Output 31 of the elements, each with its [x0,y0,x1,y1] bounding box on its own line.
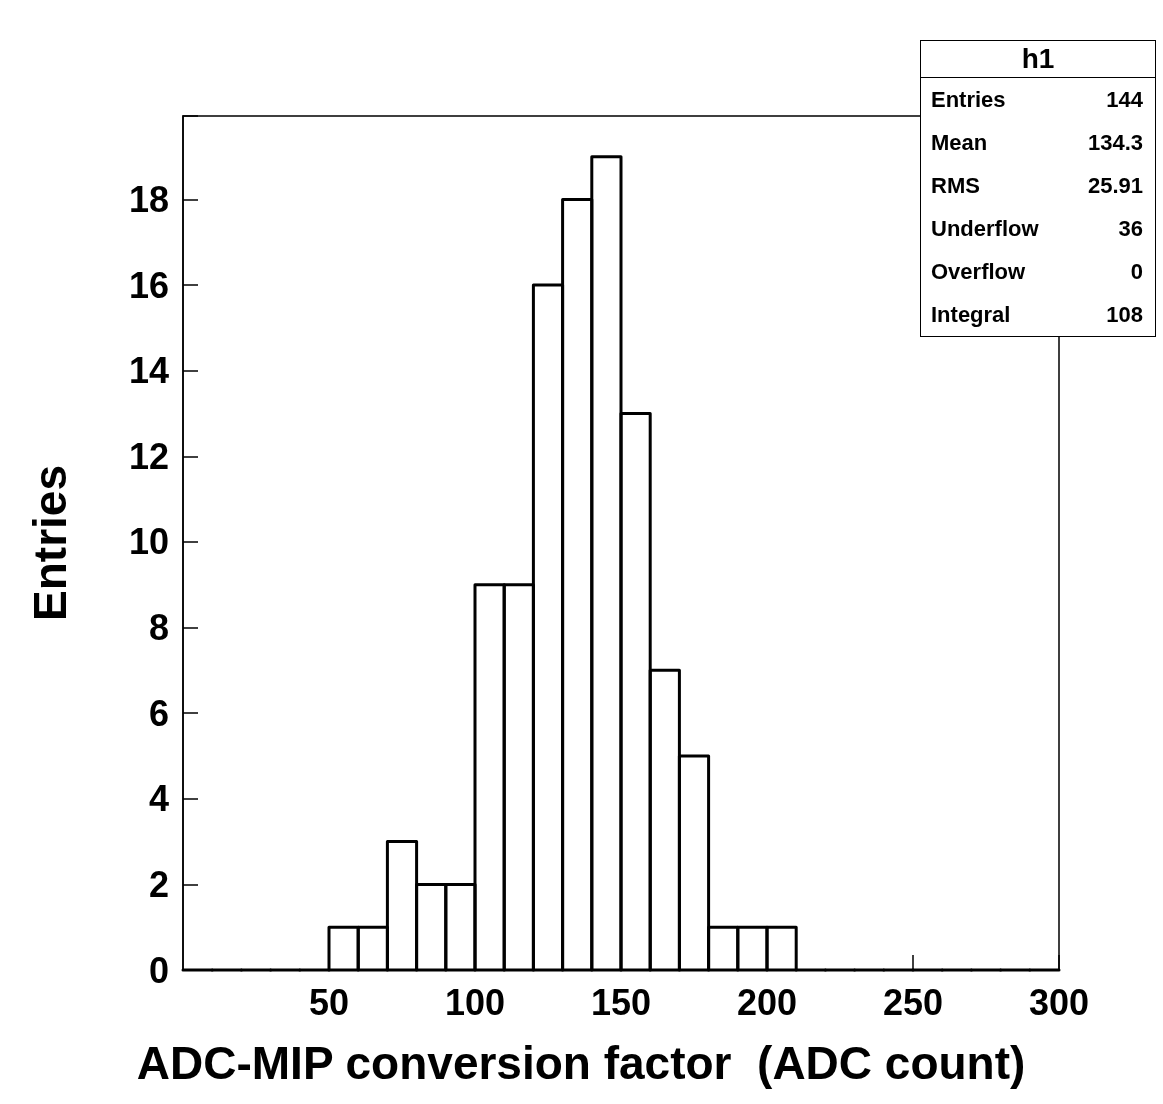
annotation: Mean [931,130,988,156]
y-tick-label: 0 [148,949,169,991]
y-tick-label: 10 [128,521,169,563]
x-tick-label: 300 [1028,981,1090,1023]
y-tick-label: 6 [148,692,169,734]
text: 134.3 [1087,130,1143,156]
x-tick-label: 100 [444,981,506,1023]
x-tick-label: 50 [308,981,350,1023]
y-tick-label: 12 [128,435,169,477]
text: h1 [921,41,1155,78]
y-axis-title: Entries [24,465,76,621]
y-tick-label: 16 [128,264,169,306]
text: 36 [1118,216,1143,242]
annotation: Overflow [931,259,1026,285]
text: Entries [931,87,1006,113]
y-tick-label: 4 [148,778,169,820]
y-tick-label: 18 [128,178,169,220]
x-tick-label: 250 [882,981,944,1023]
annotation: Integral [931,302,1011,328]
text: 25.91 [1087,173,1143,199]
x-tick-label: 200 [736,981,798,1023]
text: 0 [1130,259,1143,285]
y-tick-label: 8 [148,607,169,649]
x-axis-title: ADC-MIP conversion factor (ADC count) [136,1037,1026,1089]
annotation: RMS [931,173,980,199]
y-tick-label: 14 [128,350,169,392]
text: 108 [1106,302,1143,328]
text: 144 [1106,87,1143,113]
annotation: Underflow [931,216,1039,242]
x-tick-label: 150 [590,981,652,1023]
y-tick-label: 2 [148,863,169,905]
